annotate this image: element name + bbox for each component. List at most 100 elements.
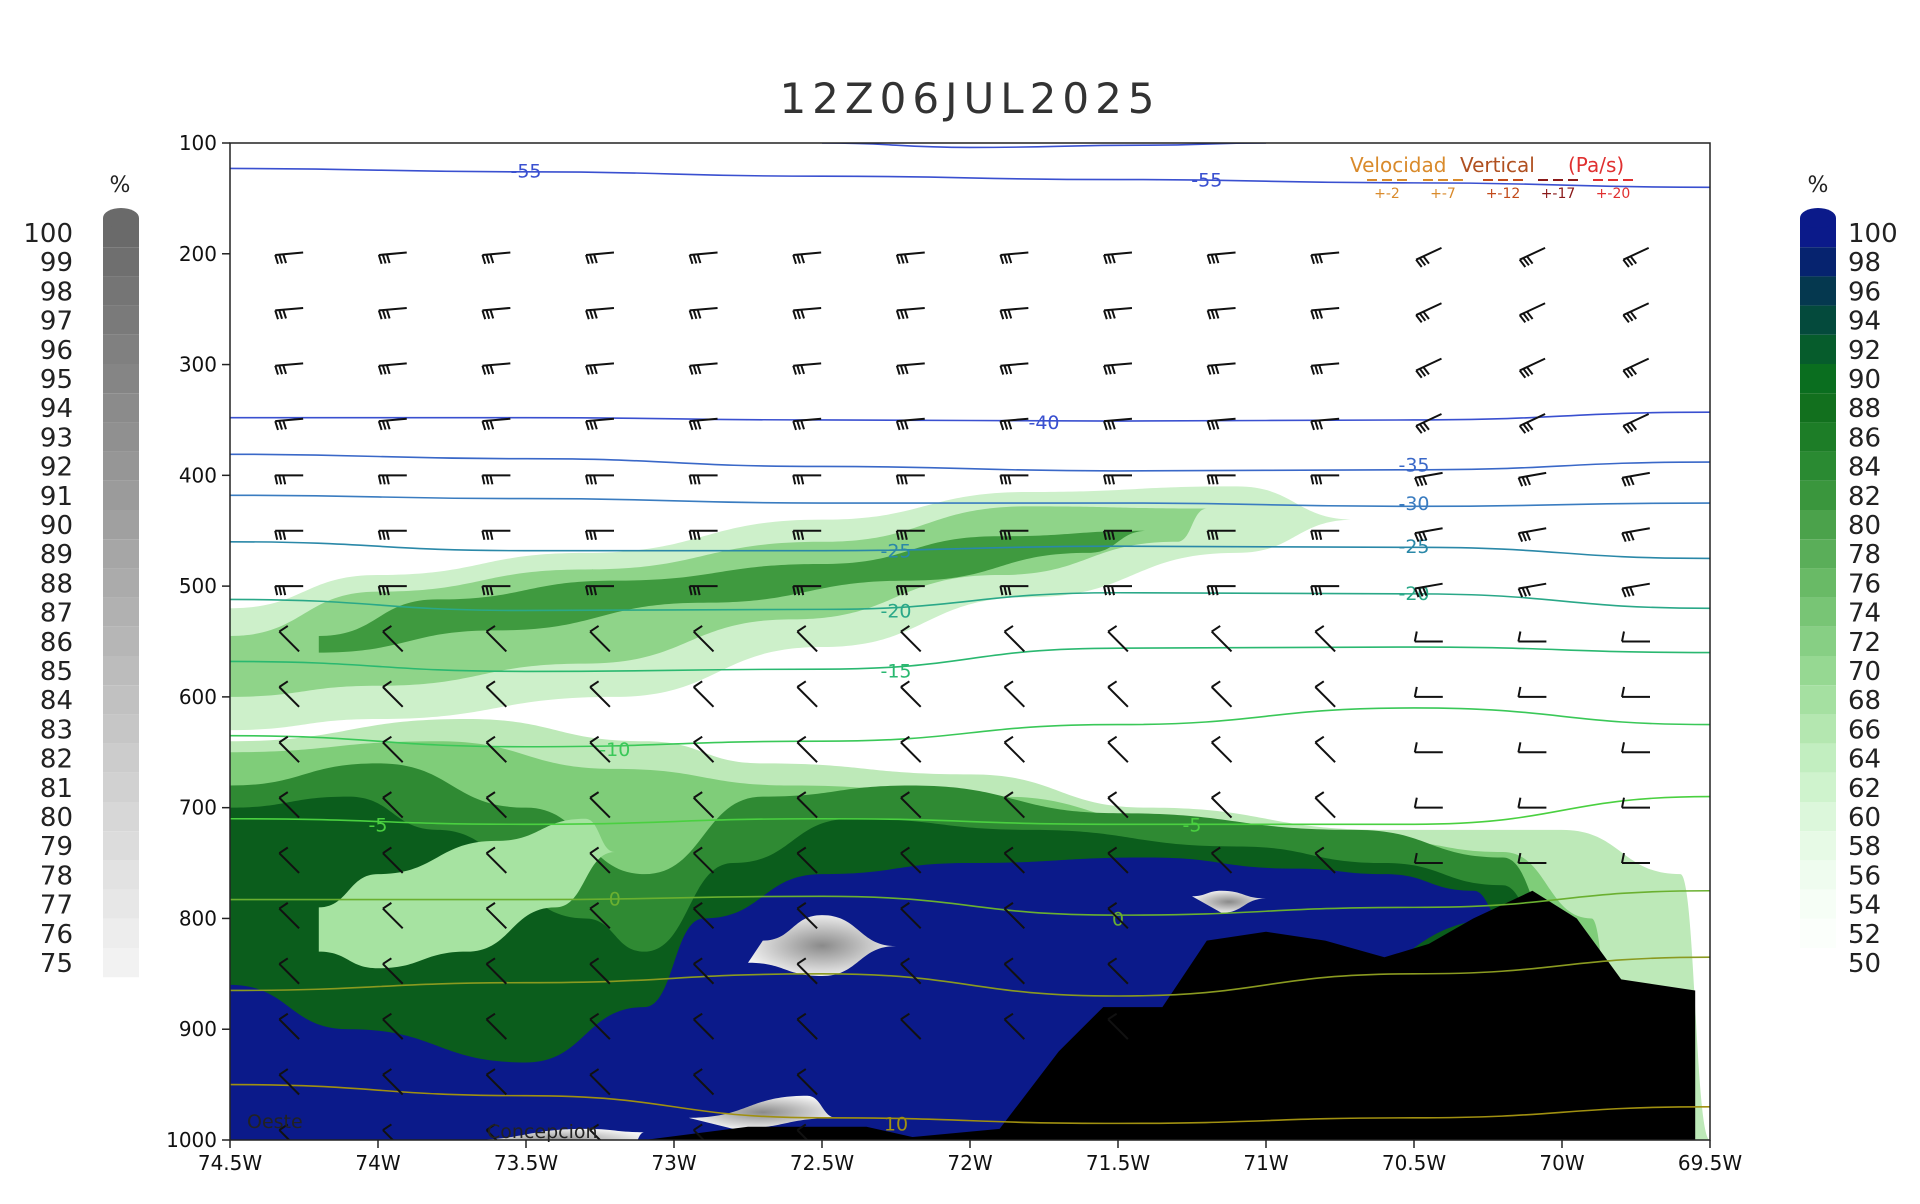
legend-label: 87 [40,599,73,629]
wind-barb [796,846,818,874]
barb-feather [1314,791,1325,799]
barb-shaft [382,1129,404,1140]
legend-cap [1800,208,1836,228]
barb-feather [999,530,1004,540]
barb-feather [796,530,801,540]
barb-shaft [485,741,508,763]
barb-feather [385,585,390,596]
barb-feather [895,530,900,540]
wind-barb [585,251,615,265]
barb-shaft [796,1074,818,1096]
wind-barb [1103,306,1133,320]
legend-swatch [103,714,139,744]
barb-feather [1107,530,1111,540]
wind-barb [485,1068,508,1096]
wind-barb [377,474,407,485]
wind-barb [1415,357,1442,379]
barb-feather [589,309,594,320]
barb-feather [1522,423,1530,433]
barb-shaft [1107,630,1129,653]
wind-barbs [274,246,1650,1140]
wind-barb [688,529,718,540]
barb-feather [796,309,801,320]
barb-feather [1415,425,1423,434]
barb-feather [485,1012,496,1021]
barb-feather [589,1068,600,1076]
barb-feather [585,420,590,431]
barb-feather [1003,420,1009,430]
barb-shaft [900,907,922,930]
barb-feather [381,309,387,320]
barb-feather [999,365,1005,375]
barb-feather [900,625,910,633]
barb-feather [1310,310,1315,320]
wind-barb [1622,413,1650,434]
barb-shaft [485,1018,508,1040]
wind-barb [1414,471,1443,487]
barb-feather [1625,532,1631,542]
barb-feather [1211,735,1221,744]
barb-feather [385,475,390,485]
barb-shaft [1003,630,1026,653]
barb-feather [1314,254,1319,264]
barb-feather [692,309,698,320]
legend-swatch [1800,334,1836,364]
wind-barb [688,306,718,320]
barb-feather [1111,253,1116,264]
wind-barb [1517,582,1547,598]
legend-swatch [103,451,139,481]
barb-feather [1525,586,1531,597]
barb-feather [796,585,801,596]
barb-feather [593,253,598,264]
barb-feather [278,902,289,910]
x-tick-label: 69.5W [1678,1151,1743,1175]
barb-feather [1111,420,1116,430]
wind-barb [1314,791,1336,819]
wind-barb [481,417,511,431]
contour-line [230,494,1710,508]
wind-barb [382,735,404,763]
barb-feather [1210,530,1215,540]
wind-barb [1206,362,1236,375]
barb-feather [1517,477,1524,487]
wind-barb [1103,585,1132,596]
legend-label: 64 [1848,745,1881,775]
barb-feather [800,364,805,375]
barb-feather [692,254,698,264]
barb-feather [903,364,909,375]
barb-feather [1526,366,1534,376]
barb-feather [693,1068,703,1076]
legend-label: 86 [40,628,73,658]
wind-barb [278,625,300,653]
barb-feather [1414,532,1420,543]
barb-feather [696,253,702,264]
x-tick-label: 70W [1539,1151,1584,1175]
barb-feather [693,791,703,799]
barb-feather [1622,259,1630,268]
barb-shaft [278,1129,300,1140]
barb-feather [382,957,392,965]
barb-feather [1107,585,1111,596]
wind-barb [382,957,404,985]
wind-barb [1413,742,1443,754]
barb-feather [1517,852,1522,864]
legend-label: 92 [1848,336,1881,366]
legend-label: 66 [1848,715,1881,745]
wind-barb [1621,631,1650,643]
barb-feather [1517,686,1522,698]
barb-feather [1211,625,1221,633]
legend-label: 77 [40,891,73,921]
wind-barb [1107,625,1129,653]
barb-feather [481,365,487,375]
barb-feather [485,309,491,320]
legend-swatch [103,918,139,948]
barb-feather [1413,797,1418,808]
barb-feather [1214,475,1219,485]
barb-feather [1314,530,1319,540]
wind-barb [1621,742,1650,754]
wind-barb [1310,251,1340,265]
legend-swatch [1800,480,1836,510]
vertical-velocity-legend: Velocidad Vertical (Pa/s) +-2 +-7 +-12 +-17… [1350,153,1633,202]
barb-feather [696,420,702,430]
